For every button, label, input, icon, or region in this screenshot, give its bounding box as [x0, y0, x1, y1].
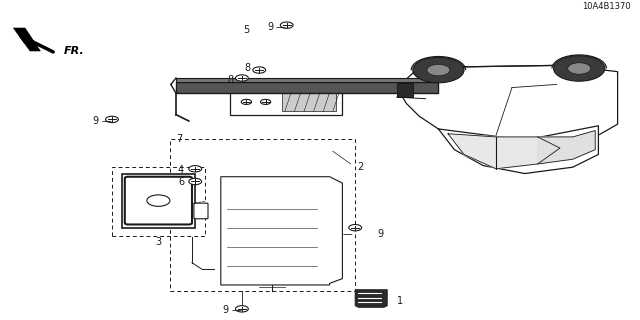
Bar — [397, 83, 413, 97]
Bar — [170, 139, 355, 291]
Bar — [230, 90, 342, 115]
Circle shape — [241, 99, 252, 104]
Text: —: — — [276, 22, 285, 32]
Polygon shape — [13, 28, 40, 51]
Circle shape — [189, 165, 202, 172]
Text: 9: 9 — [378, 229, 384, 239]
Circle shape — [280, 22, 293, 28]
Text: 9: 9 — [268, 22, 274, 32]
Bar — [112, 167, 205, 236]
Text: 9: 9 — [223, 306, 229, 316]
FancyBboxPatch shape — [194, 203, 208, 219]
Circle shape — [260, 99, 271, 104]
Text: —: — — [232, 306, 241, 316]
Text: 1: 1 — [397, 296, 403, 306]
Text: FR.: FR. — [64, 46, 84, 56]
Circle shape — [349, 225, 362, 231]
Bar — [176, 78, 438, 82]
Polygon shape — [397, 65, 618, 140]
Circle shape — [106, 116, 118, 123]
Circle shape — [236, 75, 248, 81]
Bar — [282, 92, 336, 111]
Polygon shape — [221, 177, 342, 285]
Circle shape — [236, 306, 248, 312]
Circle shape — [427, 64, 450, 76]
Text: 8: 8 — [244, 63, 251, 74]
Text: 3: 3 — [156, 237, 161, 247]
Text: 6: 6 — [178, 178, 184, 188]
Bar — [122, 173, 195, 228]
Polygon shape — [538, 131, 595, 164]
Text: —: — — [101, 116, 111, 126]
Circle shape — [554, 56, 605, 81]
Circle shape — [568, 63, 591, 74]
Circle shape — [189, 178, 202, 185]
Text: 2: 2 — [357, 162, 364, 172]
Text: 8: 8 — [227, 75, 234, 84]
FancyBboxPatch shape — [125, 177, 192, 225]
Text: —: — — [342, 229, 352, 239]
Text: 9: 9 — [93, 116, 99, 126]
Polygon shape — [355, 290, 387, 307]
Polygon shape — [438, 126, 598, 173]
Text: 7: 7 — [176, 134, 182, 144]
Text: 10A4B1370: 10A4B1370 — [582, 2, 630, 11]
Text: 4: 4 — [178, 165, 184, 175]
Bar — [176, 82, 438, 93]
Text: 5: 5 — [243, 25, 250, 35]
Polygon shape — [448, 134, 560, 169]
Circle shape — [253, 67, 266, 73]
Circle shape — [413, 57, 464, 83]
